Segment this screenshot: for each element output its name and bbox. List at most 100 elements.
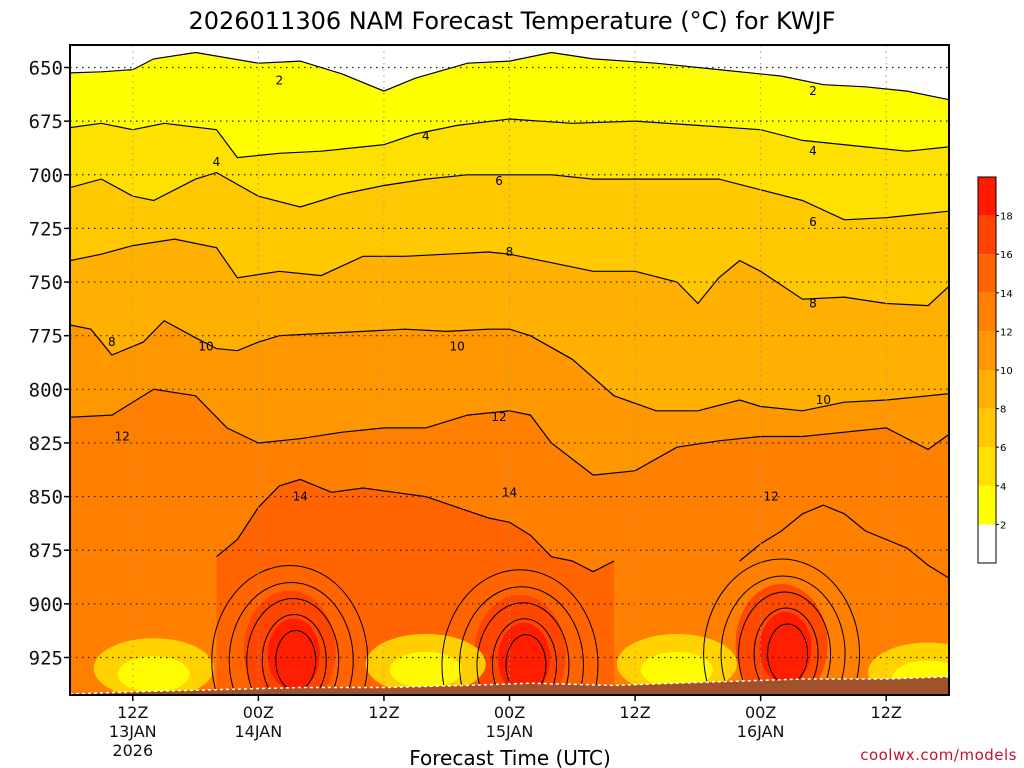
contour-label-2-0-1: 2: [809, 84, 817, 98]
ground-surface: [70, 676, 949, 695]
contour-label-4-1-1: 4: [422, 129, 430, 143]
core-contour-1-1: [458, 586, 584, 695]
contour-lines: [70, 51, 949, 695]
contour-line-12-7: [739, 504, 949, 579]
colorbar-swatch-1: [978, 485, 996, 525]
contour-label-10-4-0: 10: [198, 339, 213, 353]
x-tick-label-3-0: 00Z: [494, 703, 525, 722]
y-tick-label-875: 875: [29, 540, 63, 562]
y-tick-label-825: 825: [29, 433, 63, 455]
colorbar-label-4: 4: [1000, 482, 1006, 493]
colorbar-label-18: 18: [1000, 212, 1013, 223]
colorbar-swatch-2: [978, 447, 996, 486]
core-contour-0-0: [211, 565, 369, 695]
colorbar-label-6: 6: [1000, 443, 1006, 454]
x-tick-label-0-0: 12Z: [117, 703, 148, 722]
core-contour-1-0: [441, 569, 599, 695]
colorbar-swatch-4: [978, 370, 996, 409]
colorbar: 2 4 6 8 10 12 14 16 18: [977, 176, 1013, 564]
colorbar-swatch-9: [978, 177, 996, 216]
core-contour-1-2: [476, 602, 570, 695]
contour-label-6-2-1: 6: [809, 215, 817, 229]
contour-label-10-4-2: 10: [816, 393, 831, 407]
colorbar-swatch-8: [978, 215, 996, 255]
contour-line-12-5: [70, 388, 949, 476]
core-contour-2-3: [753, 607, 819, 695]
x-axis-label: Forecast Time (UTC): [409, 746, 611, 768]
x-tick-label-5-1: 16JAN: [737, 722, 785, 741]
warm-core-18-1: [497, 622, 550, 695]
x-tick-label-6-0: 12Z: [871, 703, 902, 722]
core-contour-0-2: [246, 598, 340, 695]
colorbar-swatch-5: [978, 331, 996, 370]
y-tick-label-800: 800: [29, 379, 63, 401]
y-tick-label-675: 675: [29, 111, 63, 133]
y-tick-label-700: 700: [29, 165, 63, 187]
contour-label-10-4-1: 10: [450, 339, 465, 353]
x-tick-label-0-2: 2026: [112, 741, 153, 760]
x-tick-label-1-0: 00Z: [243, 703, 274, 722]
x-tick-label-0-1: 13JAN: [109, 722, 157, 741]
core-contour-2-0: [703, 558, 861, 695]
colorbar-label-16: 16: [1000, 250, 1013, 261]
contour-label-4-1-0: 4: [213, 155, 221, 169]
contour-label-14-6-1: 14: [502, 485, 517, 499]
y-tick-label-850: 850: [29, 487, 63, 509]
core-contour-2-1: [720, 575, 846, 695]
y-tick-label-725: 725: [29, 218, 63, 240]
warm-core-18-0: [267, 618, 320, 691]
colorbar-swatch-6: [978, 292, 996, 332]
contour-label-2-0-0: 2: [275, 73, 283, 87]
contour-label-14-6-0: 14: [293, 490, 308, 504]
chart-title: 2026011306 NAM Forecast Temperature (°C)…: [188, 7, 835, 35]
contour-label-6-2-0: 6: [495, 174, 503, 188]
ground-fill: [70, 676, 949, 695]
x-tick-label-3-1: 15JAN: [486, 722, 534, 741]
colorbar-label-2: 2: [1000, 520, 1006, 531]
core-contour-0-3: [261, 613, 327, 695]
contour-label-12-7-0: 12: [763, 490, 778, 504]
core-contour-2-2: [738, 591, 832, 695]
surface-cool-core-2: [640, 651, 713, 688]
warm-core-18-2: [759, 612, 812, 685]
y-tick-label-925: 925: [29, 648, 63, 670]
colorbar-swatch-3: [978, 408, 996, 448]
contour-line-4-1: [70, 118, 949, 159]
surface-cool-core-0: [117, 656, 190, 693]
colorbar-swatch-7: [978, 254, 996, 293]
y-tick-label-650: 650: [29, 58, 63, 80]
y-tick-label-750: 750: [29, 272, 63, 294]
colorbar-label-12: 12: [1000, 327, 1013, 338]
core-contour-1-3: [491, 618, 557, 695]
contour-label-12-5-0: 12: [115, 430, 130, 444]
contour-label-8-3-1: 8: [506, 245, 514, 259]
contour-line-14-6: [216, 478, 615, 573]
colorbar-label-10: 10: [1000, 366, 1013, 377]
contour-line-8-3: [70, 238, 949, 307]
contour-labels: 2 2 4 4 4 6 6 8 8 8 10 10 10 12 12 14 14 12: [108, 73, 831, 503]
y-tick-label-775: 775: [29, 326, 63, 348]
contour-label-4-1-2: 4: [809, 144, 817, 158]
x-tick-label-5-0: 00Z: [745, 703, 776, 722]
x-tick-label-1-1: 14JAN: [234, 722, 282, 741]
colorbar-label-14: 14: [1000, 289, 1013, 300]
contour-line-10-4: [70, 319, 949, 412]
x-tick-label-2-0: 12Z: [368, 703, 399, 722]
y-tick-label-900: 900: [29, 594, 63, 616]
contour-label-8-3-0: 8: [108, 335, 116, 349]
colorbar-label-8: 8: [1000, 405, 1006, 416]
plot-background: [70, 45, 949, 695]
core-contour-0-1: [228, 582, 354, 695]
source-credit: coolwx.com/models: [860, 746, 1017, 764]
colorbar-swatch-0: [978, 524, 996, 563]
contour-label-12-5-1: 12: [491, 410, 506, 424]
grid-lines: [70, 45, 949, 695]
surface-cool-core-1: [389, 651, 462, 688]
contour-line-6-2: [70, 171, 949, 221]
x-tick-label-4-0: 12Z: [619, 703, 650, 722]
contour-label-8-3-2: 8: [809, 297, 817, 311]
contour-line-2-0: [70, 51, 949, 101]
y-axis: 650 675 700 725 750 775 800 825 850 875 900 925: [29, 58, 70, 670]
